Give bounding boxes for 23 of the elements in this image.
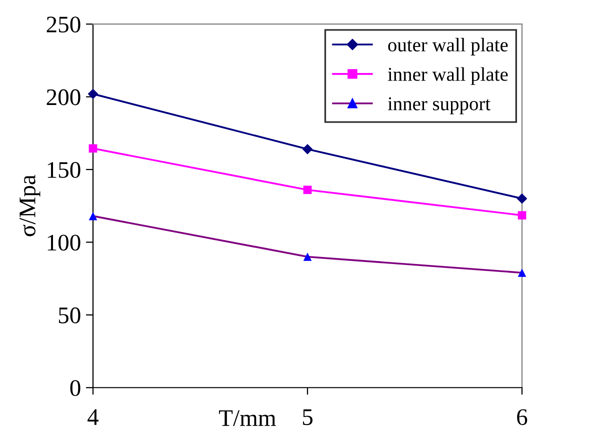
y-tick-label: 200 <box>46 89 80 106</box>
y-tick-label: 100 <box>48 234 80 251</box>
point <box>88 212 98 220</box>
point <box>303 186 312 194</box>
x-tick-label: 5 <box>302 409 312 426</box>
point <box>518 211 526 220</box>
y-axis-title: σ/Mpa <box>20 174 40 236</box>
legend-label: inner support <box>388 97 490 114</box>
point <box>303 252 312 261</box>
point <box>518 268 526 277</box>
y-tick-label: 250 <box>46 16 80 33</box>
point <box>302 144 313 154</box>
x-tick-label: 6 <box>517 409 528 426</box>
y-tick-label: 0 <box>70 380 80 396</box>
point <box>516 193 528 204</box>
point <box>88 88 98 100</box>
legend-label: inner wall plate <box>388 67 508 85</box>
x-axis-title: T/mm <box>219 410 276 426</box>
legend-label: outer wall plate <box>388 38 508 56</box>
x-tick-label: 4 <box>88 409 99 425</box>
y-tick-label: 150 <box>48 162 80 178</box>
point <box>88 144 98 153</box>
y-tick-label: 50 <box>58 307 80 324</box>
